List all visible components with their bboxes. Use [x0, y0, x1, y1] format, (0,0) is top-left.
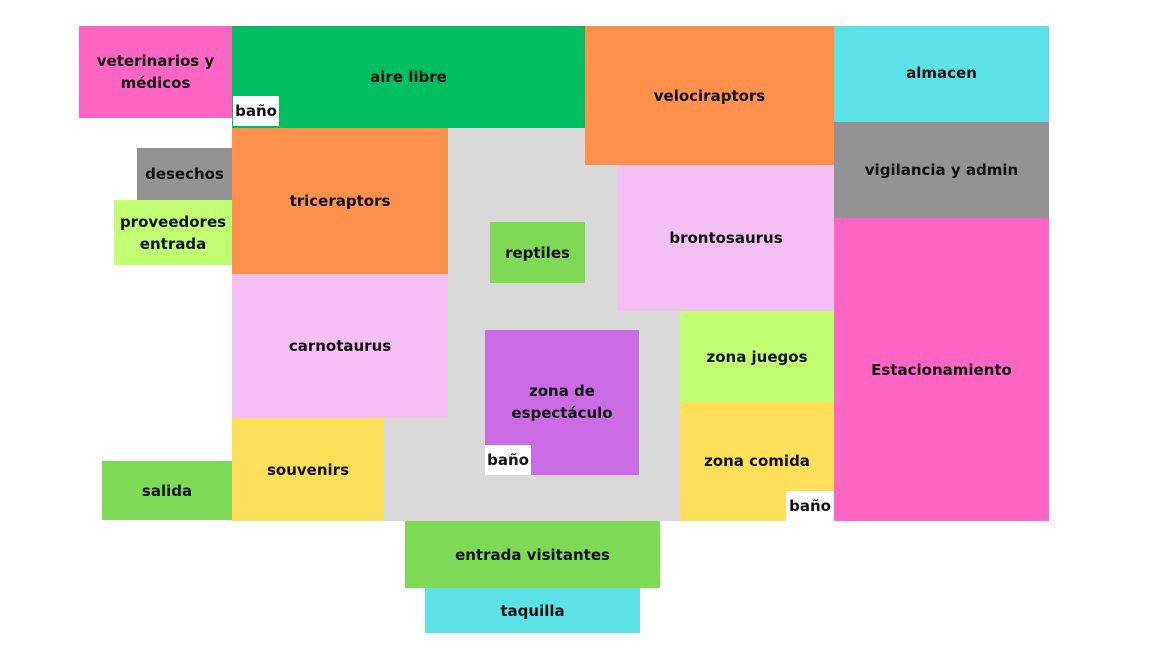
zone-proveedores-entrada: proveedores entrada [114, 200, 232, 265]
zone-label: salida [141, 481, 193, 500]
zone-label: vigilancia y admin [864, 161, 1019, 179]
zone-almacen: almacen [834, 26, 1049, 122]
zone-label: velociraptors [653, 86, 766, 105]
bano-comida: baño [786, 491, 834, 521]
zone-souvenirs: souvenirs [232, 418, 384, 521]
zone-label: brontosaurus [669, 229, 783, 247]
zone-label: Estacionamiento [871, 360, 1012, 379]
zone-vigilancia-admin: vigilancia y admin [834, 122, 1049, 218]
zone-label: veterinarios y médicos [96, 52, 215, 92]
zone-label: zona comida [704, 452, 810, 470]
zone-label: entrada visitantes [455, 545, 610, 564]
zone-aire-libre: aire libre [232, 26, 585, 128]
zone-label: proveedores entrada [119, 212, 227, 253]
zone-carnotaurus: carnotaurus [232, 274, 448, 418]
zone-label: triceraptors [289, 192, 391, 210]
zone-desechos: desechos [137, 148, 232, 200]
zone-reptiles: reptiles [490, 222, 585, 283]
zone-taquilla: taquilla [425, 588, 640, 633]
zone-velociraptors: velociraptors [585, 26, 834, 165]
restroom-label: baño [487, 451, 529, 469]
zone-label: zona de espectáculo [511, 382, 613, 422]
zone-label: souvenirs [266, 461, 349, 479]
restroom-label: baño [789, 497, 831, 515]
zone-veterinarios: veterinarios y médicos [79, 26, 232, 118]
zone-estacionamiento: Estacionamiento [834, 218, 1049, 521]
zone-label: aire libre [370, 68, 447, 86]
zone-entrada-visitantes: entrada visitantes [405, 521, 660, 588]
bano-aire-libre: baño [233, 96, 279, 126]
zone-label: zona juegos [706, 347, 808, 366]
zone-label: taquilla [500, 601, 565, 620]
zone-label: carnotaurus [288, 337, 392, 355]
zone-juegos: zona juegos [680, 311, 834, 402]
restroom-label: baño [235, 102, 277, 120]
zone-label: desechos [145, 165, 224, 183]
zone-triceraptors: triceraptors [232, 128, 448, 274]
zone-label: reptiles [505, 243, 570, 262]
zone-salida: salida [102, 461, 232, 520]
zone-brontosaurus: brontosaurus [618, 165, 834, 311]
bano-espectaculo: baño [485, 445, 531, 475]
zone-label: almacen [906, 64, 977, 82]
